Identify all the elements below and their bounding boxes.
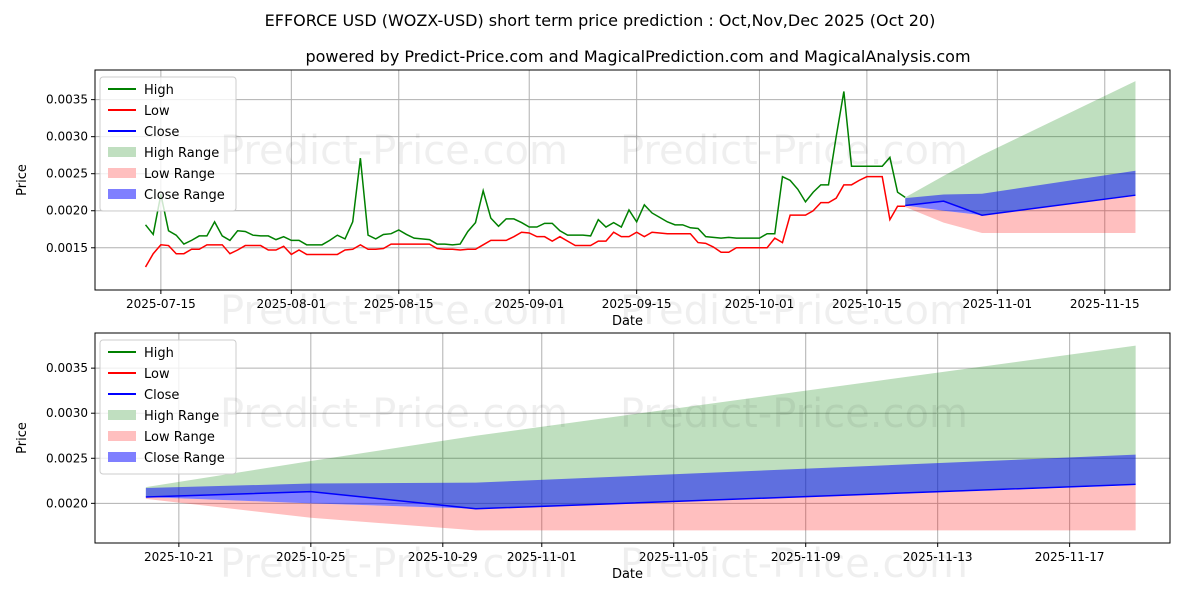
- legend-swatch-low-range: [108, 431, 136, 441]
- x-tick-label: 2025-10-15: [832, 297, 902, 311]
- plot-1: [91, 69, 1171, 294]
- watermark-text: Predict-Price.com: [620, 541, 968, 587]
- close-range-band: [905, 170, 1136, 216]
- legend-swatch-high-range: [108, 147, 136, 157]
- x-tick-label: 2025-11-15: [1070, 297, 1140, 311]
- chart-title: EFFORCE USD (WOZX-USD) short term price …: [265, 11, 936, 30]
- watermark-text: Predict-Price.com: [620, 288, 968, 334]
- series-group: [144, 81, 1136, 268]
- x-tick-label: 2025-11-01: [507, 550, 577, 564]
- x-tick-label: 2025-11-17: [1035, 550, 1105, 564]
- x-tick-label: 2025-09-01: [494, 297, 564, 311]
- x-tick-label: 2025-11-13: [903, 550, 973, 564]
- legend-label: High Range: [144, 146, 219, 161]
- legend-label: Low: [144, 367, 170, 382]
- x-tick-label: 2025-07-15: [126, 297, 196, 311]
- watermark-text: Predict-Price.com: [220, 391, 568, 437]
- low-range-band: [145, 485, 1136, 531]
- close-line: [905, 194, 1136, 216]
- x-tick-label: 2025-11-05: [639, 550, 709, 564]
- legend-label: Low: [144, 104, 170, 119]
- legend-label: Low Range: [144, 167, 215, 182]
- watermark-text: Predict-Price.com: [220, 288, 568, 334]
- watermark-text: Predict-Price.com: [620, 128, 968, 174]
- y-tick-label: 0.0020: [46, 496, 88, 510]
- y-tick-label: 0.0035: [46, 361, 88, 375]
- legend-label: Close Range: [144, 188, 225, 203]
- legend-label: High: [144, 83, 174, 98]
- legend-label: Close: [144, 388, 179, 403]
- chart-subtitle: powered by Predict-Price.com and Magical…: [305, 47, 970, 66]
- watermark-text: Predict-Price.com: [220, 541, 568, 587]
- plot-frame: [94, 332, 1171, 544]
- close-range-band: [145, 454, 1136, 509]
- plot-2: [91, 332, 1171, 547]
- low-line: [144, 175, 906, 268]
- legend-swatch-low-range: [108, 168, 136, 178]
- y-tick-label: 0.0015: [46, 241, 88, 255]
- x-tick-label: 2025-09-15: [602, 297, 672, 311]
- x-tick-label: 2025-08-15: [364, 297, 434, 311]
- x-tick-label: 2025-10-01: [725, 297, 795, 311]
- legend-swatch-close-range: [108, 189, 136, 199]
- x-tick-label: 2025-08-01: [256, 297, 326, 311]
- legend-label: Low Range: [144, 430, 215, 445]
- high-line: [144, 91, 906, 246]
- y-tick-label: 0.0025: [46, 167, 88, 181]
- x-tick-label: 2025-10-29: [408, 550, 478, 564]
- close-line: [145, 483, 1136, 510]
- x-axis-label: Date: [612, 314, 643, 329]
- x-axis-label: Date: [612, 567, 643, 582]
- y-axis-label: Price: [15, 422, 30, 454]
- legend-label: Close: [144, 125, 179, 140]
- x-tick-label: 2025-10-25: [276, 550, 346, 564]
- y-tick-label: 0.0030: [46, 130, 88, 144]
- legend-label: High Range: [144, 409, 219, 424]
- x-tick-label: 2025-11-01: [962, 297, 1032, 311]
- plot-frame: [94, 69, 1171, 291]
- low-range-band: [905, 195, 1136, 233]
- legend-label: High: [144, 346, 174, 361]
- y-tick-label: 0.0020: [46, 204, 88, 218]
- series-group: [145, 345, 1136, 531]
- y-tick-label: 0.0025: [46, 451, 88, 465]
- y-tick-label: 0.0035: [46, 93, 88, 107]
- y-axis-label: Price: [15, 164, 30, 196]
- legend-swatch-close-range: [108, 452, 136, 462]
- y-tick-label: 0.0030: [46, 406, 88, 420]
- watermark-text: Predict-Price.com: [220, 128, 568, 174]
- x-tick-label: 2025-10-21: [144, 550, 214, 564]
- watermark-text: Predict-Price.com: [620, 391, 968, 437]
- legend-label: Close Range: [144, 451, 225, 466]
- x-tick-label: 2025-11-09: [771, 550, 841, 564]
- legend-swatch-high-range: [108, 410, 136, 420]
